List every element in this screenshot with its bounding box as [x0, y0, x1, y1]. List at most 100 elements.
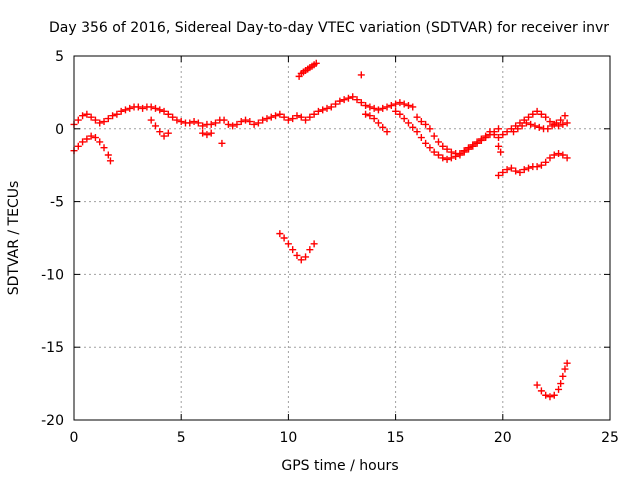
chart-title: Day 356 of 2016, Sidereal Day-to-day VTE… — [49, 20, 609, 36]
data-point — [533, 107, 541, 115]
data-point — [289, 246, 297, 254]
data-point — [426, 125, 434, 133]
data-point — [563, 119, 571, 127]
data-point — [104, 151, 112, 159]
data-point — [366, 103, 374, 111]
data-point — [229, 122, 237, 130]
data-point — [91, 116, 99, 124]
data-point — [91, 134, 99, 142]
data-point — [533, 163, 541, 171]
data-point — [276, 230, 284, 238]
data-point — [164, 110, 172, 118]
data-point — [344, 94, 352, 102]
y-tick-label: 5 — [55, 49, 64, 65]
data-point — [464, 144, 472, 152]
data-point — [529, 110, 537, 118]
data-point — [520, 166, 528, 174]
data-point — [546, 118, 554, 126]
data-point — [426, 144, 434, 152]
data-point — [379, 123, 387, 131]
data-point — [452, 152, 460, 160]
data-point — [507, 164, 515, 172]
data-point — [404, 102, 412, 110]
data-point — [280, 234, 288, 242]
data-point — [259, 116, 267, 124]
data-point — [552, 119, 560, 127]
data-point — [561, 112, 569, 120]
data-point — [254, 119, 262, 127]
data-point — [469, 141, 477, 149]
data-point — [203, 131, 211, 139]
data-point — [207, 129, 215, 137]
data-point — [190, 118, 198, 126]
data-point — [267, 113, 275, 121]
data-point — [336, 97, 344, 105]
data-point — [510, 128, 518, 136]
data-point — [306, 113, 314, 121]
data-point — [242, 116, 250, 124]
data-point — [537, 110, 545, 118]
data-point — [413, 128, 421, 136]
data-point — [117, 107, 125, 115]
data-point — [353, 96, 361, 104]
data-point — [495, 125, 503, 133]
data-point — [400, 115, 408, 123]
series-upper-arc — [295, 59, 365, 80]
data-point — [284, 116, 292, 124]
series-dip-arc — [276, 230, 318, 264]
data-point — [550, 391, 558, 399]
data-point — [557, 380, 565, 388]
y-axis: -20 -15 -10 -5 0 5 — [41, 49, 610, 429]
data-point — [302, 116, 310, 124]
data-point — [555, 150, 563, 158]
data-point — [447, 154, 455, 162]
data-point — [87, 113, 95, 121]
x-tick-label: 10 — [279, 430, 297, 446]
data-point — [156, 128, 164, 136]
data-point — [546, 393, 554, 401]
series-right-upper — [495, 107, 571, 142]
data-point — [357, 99, 365, 107]
series-deep-arc — [533, 359, 571, 401]
data-point — [151, 104, 159, 112]
data-point — [434, 151, 442, 159]
data-point — [100, 144, 108, 152]
data-point — [417, 118, 425, 126]
data-point — [396, 99, 404, 107]
x-axis: 0 5 10 15 20 25 — [70, 56, 619, 446]
data-point — [486, 128, 494, 136]
data-point — [121, 106, 129, 114]
data-point — [323, 104, 331, 112]
data-point — [413, 113, 421, 121]
y-tick-label: 0 — [55, 122, 64, 138]
data-point — [246, 118, 254, 126]
plot-frame — [73, 55, 611, 421]
data-point — [83, 110, 91, 118]
data-point — [522, 119, 530, 127]
data-point — [527, 120, 535, 128]
data-point — [96, 119, 104, 127]
data-point — [544, 125, 552, 133]
series-right-lower — [495, 150, 571, 179]
data-point — [218, 139, 226, 147]
data-point — [460, 147, 468, 155]
data-point — [319, 106, 327, 114]
data-point — [439, 142, 447, 150]
data-point — [74, 116, 82, 124]
data-point — [349, 93, 357, 101]
x-axis-label: GPS time / hours — [281, 458, 398, 474]
data-point — [212, 119, 220, 127]
data-point — [531, 122, 539, 130]
data-point — [563, 359, 571, 367]
data-point — [422, 120, 430, 128]
data-point — [164, 129, 172, 137]
data-point — [332, 100, 340, 108]
data-point — [199, 129, 207, 137]
data-point — [555, 385, 563, 393]
data-point — [374, 106, 382, 114]
data-point — [503, 166, 511, 174]
data-point — [151, 122, 159, 130]
x-tick-label: 0 — [70, 430, 79, 446]
data-point — [559, 151, 567, 159]
data-point — [482, 132, 490, 140]
